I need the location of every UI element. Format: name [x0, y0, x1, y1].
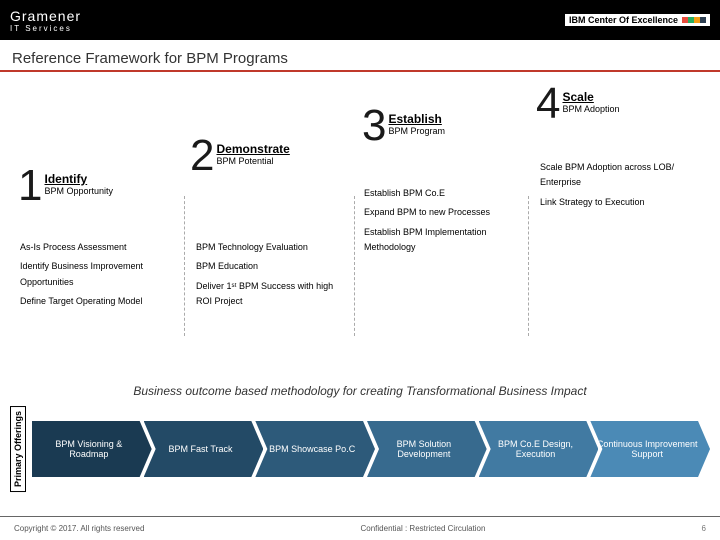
confidential: Confidential : Restricted Circulation [361, 524, 486, 533]
stage-divider [184, 196, 185, 336]
offering-label: BPM Visioning & Roadmap [36, 439, 142, 459]
logo-sub: IT Services [10, 24, 81, 33]
tagline: Business outcome based methodology for c… [0, 380, 720, 402]
stage-3-bullets: Establish BPM Co.E Expand BPM to new Proc… [364, 186, 519, 259]
offering-label: Continuous Improvement Support [594, 439, 700, 459]
slide-title: Reference Framework for BPM Programs [0, 40, 720, 76]
stage-3: 3EstablishBPM Program [362, 104, 445, 148]
offering-label: BPM Fast Track [169, 444, 233, 454]
logo: Gramener IT Services [10, 8, 81, 33]
offering-item: BPM Solution Development [367, 421, 487, 477]
main-diagram: 1IdentifyBPM Opportunity As-Is Process As… [0, 76, 720, 376]
stage-subtitle: BPM Opportunity [44, 186, 113, 196]
bullet-item: Deliver 1ˢᵗ BPM Success with high ROI Pr… [196, 279, 351, 310]
bullet-item: BPM Technology Evaluation [196, 240, 351, 255]
offering-item: Continuous Improvement Support [590, 421, 710, 477]
stage-title: Scale [562, 90, 619, 104]
bullet-item: Expand BPM to new Processes [364, 205, 519, 220]
header-right: IBM Center Of Excellence [565, 14, 710, 26]
bullet-item: Establish BPM Implementation Methodology [364, 225, 519, 256]
stage-divider [528, 196, 529, 336]
stage-divider [354, 196, 355, 336]
bullet-item: Establish BPM Co.E [364, 186, 519, 201]
bullet-item: BPM Education [196, 259, 351, 274]
stage-2-bullets: BPM Technology Evaluation BPM Education De… [196, 240, 351, 313]
copyright: Copyright © 2017. All rights reserved [14, 524, 144, 533]
stage-number: 4 [536, 82, 560, 126]
bullet-item: As-Is Process Assessment [20, 240, 175, 255]
brand-square [700, 17, 706, 23]
stage-title: Demonstrate [216, 142, 289, 156]
bullet-item: Define Target Operating Model [20, 294, 175, 309]
offerings-label: Primary Offerings [10, 406, 26, 492]
offering-item: BPM Visioning & Roadmap [32, 421, 152, 477]
offerings-row: BPM Visioning & Roadmap BPM Fast Track BPM… [32, 421, 710, 477]
offering-label: BPM Co.E Design, Execution [483, 439, 589, 459]
stage-subtitle: BPM Potential [216, 156, 289, 166]
offerings-section: Primary Offerings BPM Visioning & Roadma… [0, 402, 720, 492]
stage-4-bullets: Scale BPM Adoption across LOB/ Enterpris… [540, 160, 695, 214]
stage-subtitle: BPM Adoption [562, 104, 619, 114]
bullet-item: Identify Business Improvement Opportunit… [20, 259, 175, 290]
brand-squares [682, 15, 706, 25]
header: Gramener IT Services IBM Center Of Excel… [0, 0, 720, 40]
bullet-item: Scale BPM Adoption across LOB/ Enterpris… [540, 160, 695, 191]
offering-label: BPM Solution Development [371, 439, 477, 459]
stage-number: 3 [362, 104, 386, 148]
offering-item: BPM Showcase Po.C [255, 421, 375, 477]
stage-number: 2 [190, 134, 214, 178]
stage-title: Identify [44, 172, 113, 186]
stage-1-bullets: As-Is Process Assessment Identify Busines… [20, 240, 175, 313]
offering-label: BPM Showcase Po.C [269, 444, 355, 454]
stage-2: 2DemonstrateBPM Potential [190, 134, 290, 178]
stage-number: 1 [18, 164, 42, 208]
bullet-item: Link Strategy to Execution [540, 195, 695, 210]
logo-main: Gramener [10, 8, 81, 24]
stage-1: 1IdentifyBPM Opportunity [18, 164, 113, 208]
stage-title: Establish [388, 112, 445, 126]
offering-item: BPM Fast Track [144, 421, 264, 477]
stage-subtitle: BPM Program [388, 126, 445, 136]
offering-item: BPM Co.E Design, Execution [479, 421, 599, 477]
page-number: 6 [702, 524, 706, 533]
footer: Copyright © 2017. All rights reserved Co… [0, 516, 720, 540]
stage-4: 4ScaleBPM Adoption [536, 82, 620, 126]
header-right-text: IBM Center Of Excellence [569, 15, 678, 25]
